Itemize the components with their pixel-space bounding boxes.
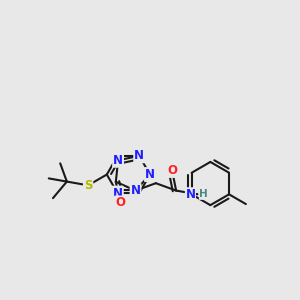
Text: N: N [185, 188, 195, 201]
Text: N: N [130, 184, 141, 197]
Text: N: N [134, 149, 144, 162]
Text: N: N [145, 168, 155, 181]
Text: O: O [115, 196, 125, 209]
Text: N: N [112, 187, 123, 200]
Text: N: N [113, 154, 123, 167]
Text: H: H [200, 189, 208, 199]
Text: S: S [84, 179, 92, 192]
Text: O: O [167, 164, 177, 177]
Text: N: N [112, 187, 123, 200]
